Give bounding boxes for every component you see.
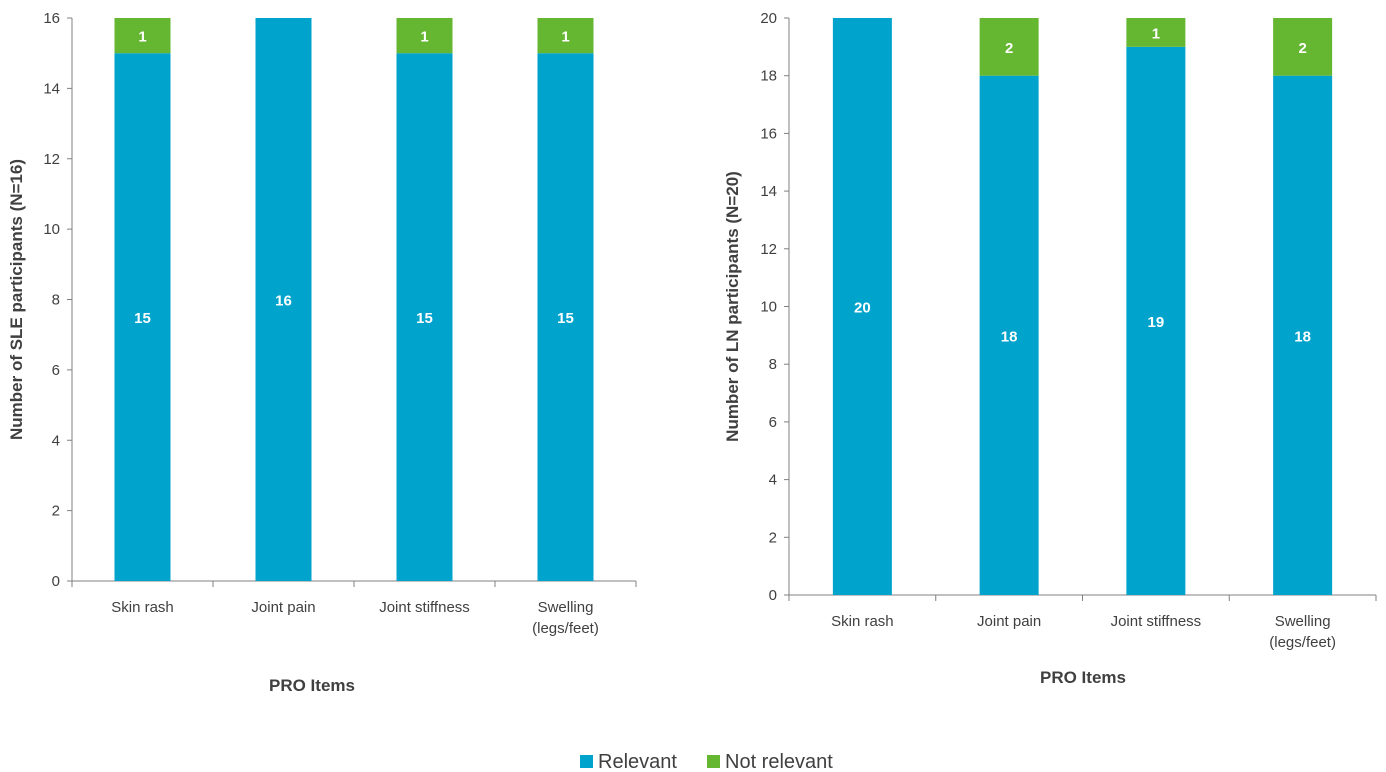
- y-tick-label: 2: [52, 503, 60, 520]
- x-axis-title: PRO Items: [1040, 668, 1126, 687]
- data-label: 15: [557, 310, 574, 327]
- legend-swatch-relevant: [580, 755, 593, 768]
- y-tick-label: 16: [43, 10, 60, 27]
- bar-relevant: [1126, 46, 1186, 596]
- x-tick-label: Joint stiffness: [379, 599, 470, 616]
- x-tick-label: Skin rash: [111, 599, 174, 616]
- x-tick-label: (legs/feet): [532, 620, 599, 637]
- x-tick-label: Swelling: [538, 599, 594, 616]
- bar-not-relevant: [537, 18, 594, 54]
- x-axis-title: PRO Items: [269, 676, 355, 695]
- x-tick-label: (legs/feet): [1269, 634, 1336, 651]
- data-label: 1: [138, 29, 146, 46]
- y-tick-label: 14: [760, 183, 777, 200]
- bar-not-relevant: [979, 18, 1039, 76]
- y-tick-label: 2: [769, 529, 777, 546]
- y-tick-label: 10: [760, 299, 777, 316]
- chart-sle: 0 2 4 6 8 10 12 14 16 15 1 Skin rash 16 Joint pain 15 1…: [7, 10, 637, 695]
- bar-relevant: [396, 53, 453, 581]
- y-tick-label: 12: [43, 151, 60, 168]
- data-label: 1: [561, 29, 569, 46]
- data-label: 16: [275, 293, 292, 310]
- data-label: 15: [134, 310, 151, 327]
- legend-swatch-not-relevant: [707, 755, 720, 768]
- x-tick-label: Joint pain: [251, 599, 315, 616]
- data-label: 1: [420, 29, 428, 46]
- x-tick-label: Joint stiffness: [1111, 613, 1202, 630]
- bar-not-relevant: [114, 18, 171, 54]
- data-label: 1: [1152, 25, 1160, 42]
- bar-relevant: [832, 18, 892, 595]
- y-axis-title: Number of SLE participants (N=16): [7, 159, 26, 440]
- y-tick-label: 8: [52, 292, 60, 309]
- bar-relevant: [255, 18, 312, 581]
- bar-not-relevant: [396, 18, 453, 54]
- legend-label: Not relevant: [725, 751, 833, 772]
- data-label: 18: [1001, 328, 1018, 345]
- y-tick-label: 16: [760, 125, 777, 142]
- y-tick-label: 14: [43, 80, 60, 97]
- legend-label: Relevant: [598, 751, 677, 772]
- x-tick-label: Joint pain: [977, 613, 1041, 630]
- y-tick-label: 4: [769, 472, 777, 489]
- data-label: 19: [1148, 314, 1165, 331]
- y-tick-label: 0: [769, 587, 777, 604]
- y-tick-label: 6: [769, 414, 777, 431]
- y-tick-label: 0: [52, 573, 60, 590]
- bar-not-relevant: [1126, 18, 1186, 47]
- data-label: 18: [1294, 328, 1311, 345]
- bar-relevant: [979, 75, 1039, 595]
- data-label: 2: [1298, 40, 1306, 57]
- y-tick-label: 12: [760, 241, 777, 258]
- y-tick-label: 18: [760, 68, 777, 85]
- bar-not-relevant: [1273, 18, 1333, 76]
- data-label: 2: [1005, 40, 1013, 57]
- y-tick-label: 8: [769, 356, 777, 373]
- bar-relevant: [1273, 75, 1333, 595]
- data-label: 15: [416, 310, 433, 327]
- legend: Relevant Not relevant: [580, 751, 833, 772]
- y-axis-title: Number of LN participants (N=20): [723, 171, 742, 442]
- bar-relevant: [114, 53, 171, 581]
- y-tick-label: 10: [43, 221, 60, 238]
- bar-relevant: [537, 53, 594, 581]
- data-label: 20: [854, 300, 871, 317]
- y-tick-label: 20: [760, 10, 777, 27]
- y-tick-label: 6: [52, 362, 60, 379]
- y-tick-label: 4: [52, 432, 60, 449]
- x-tick-label: Swelling: [1275, 613, 1331, 630]
- x-tick-label: Skin rash: [831, 613, 894, 630]
